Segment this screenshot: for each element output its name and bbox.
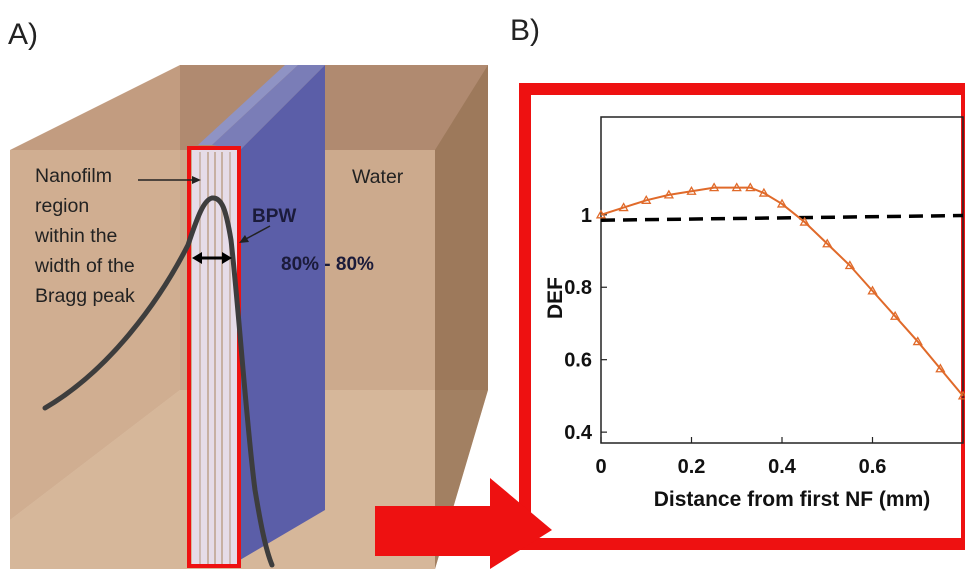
- y-tick-label: 1: [581, 205, 592, 227]
- bpw-pointer-head: [239, 235, 249, 243]
- def-data-point: [663, 189, 674, 199]
- range-label: 80% - 80%: [281, 254, 374, 275]
- bpw-label: BPW: [252, 206, 296, 227]
- def-data-point: [912, 336, 923, 346]
- y-tick-label: 0.4: [564, 422, 593, 444]
- x-tick-label: 0.6: [859, 456, 887, 478]
- panel-label-a: A): [8, 18, 38, 51]
- def-data-point: [822, 238, 833, 248]
- slab-top-edge: [212, 65, 325, 150]
- def-data-point: [709, 182, 720, 192]
- water-label: Water: [352, 166, 404, 188]
- panel-link-arrow: [375, 478, 552, 569]
- chart-series: [595, 182, 965, 400]
- def-data-point: [731, 182, 742, 192]
- axis-ticks: 0 0.2 0.4 0.6 0.4 0.6 0.8 1: [564, 205, 886, 478]
- nanofilm-top-edge: [198, 65, 298, 145]
- bpw-pointer-line: [243, 225, 271, 241]
- nanofilm-region-frame: [187, 146, 241, 568]
- def-data-point: [745, 182, 756, 192]
- nanofilm-pointer-head: [192, 176, 201, 184]
- def-data-point: [641, 195, 652, 204]
- y-tick-label: 0.8: [564, 277, 592, 299]
- def-data-point: [844, 260, 855, 270]
- water-phantom-diagram: Nanofilm region within the width of the …: [10, 65, 488, 569]
- nanofilm-label-line-2: region: [35, 195, 89, 217]
- nanofilm-label-line-5: Bragg peak: [35, 285, 135, 307]
- x-tick-label: 0: [595, 456, 606, 478]
- y-axis-title: DEF: [544, 277, 567, 319]
- x-tick-label: 0.4: [768, 456, 797, 478]
- reference-dashed-line: [600, 213, 964, 222]
- def-series-line: [600, 186, 964, 397]
- phantom-right-wall: [435, 65, 488, 569]
- def-data-point: [890, 310, 901, 320]
- def-data-point: [935, 363, 946, 373]
- def-data-point: [957, 390, 965, 400]
- def-data-point: [758, 187, 770, 197]
- def-chart: 0 0.2 0.4 0.6 0.4 0.6 0.8 1 Distance from first…: [544, 116, 965, 511]
- bragg-peak-curve: [42, 195, 275, 568]
- x-tick-label: 0.2: [678, 456, 706, 478]
- nanofilm-label-line-4: width of the: [34, 255, 135, 277]
- x-axis-title: Distance from first NF (mm): [654, 488, 931, 511]
- panel-label-b: B): [510, 14, 540, 47]
- chart-highlight-frame: [519, 83, 965, 550]
- target-slab: [240, 65, 325, 560]
- nanofilm-label-line-1: Nanofilm: [35, 165, 112, 187]
- def-data-point: [776, 198, 788, 208]
- def-data-point: [595, 209, 607, 219]
- def-data-point: [867, 285, 878, 295]
- def-data-point: [686, 185, 697, 195]
- bpw-arrowhead-left: [192, 252, 202, 264]
- def-data-point: [799, 216, 810, 226]
- bpw-arrowhead-right: [222, 252, 232, 264]
- def-data-point: [618, 202, 629, 212]
- y-tick-label: 0.6: [564, 350, 592, 372]
- nanofilm-label-line-3: within the: [34, 225, 117, 247]
